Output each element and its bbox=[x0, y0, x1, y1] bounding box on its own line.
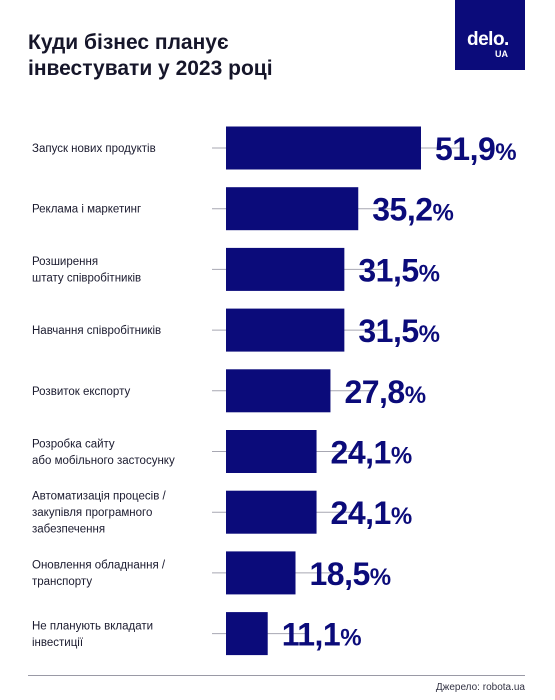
value-label: 51,9% bbox=[435, 131, 516, 167]
value-unit: % bbox=[391, 443, 412, 470]
category-label: Розвиток експорту bbox=[32, 386, 130, 398]
value-label: 27,8% bbox=[344, 374, 425, 410]
value-number: 24,1 bbox=[331, 435, 391, 471]
value-unit: % bbox=[370, 564, 391, 591]
value-number: 31,5 bbox=[358, 252, 418, 288]
category-label: Навчання співробітників bbox=[32, 325, 161, 337]
bar bbox=[226, 308, 345, 352]
category-label: Реклама і маркетинг bbox=[32, 204, 141, 216]
bar bbox=[226, 126, 421, 170]
category-label-line: або мобільного застосунку bbox=[32, 455, 175, 467]
value-label: 35,2% bbox=[372, 192, 453, 228]
value-unit: % bbox=[340, 625, 361, 652]
value-unit: % bbox=[391, 503, 412, 530]
category-label: Запуск нових продуктів bbox=[32, 143, 156, 155]
category-label-line: забезпечення bbox=[32, 524, 105, 536]
value-number: 35,2 bbox=[372, 192, 432, 228]
category-label-line: Не планують вкладати bbox=[32, 620, 153, 632]
category-label-line: закупівля програмного bbox=[32, 507, 152, 519]
value-unit: % bbox=[419, 260, 440, 287]
value-unit: % bbox=[433, 200, 454, 227]
category-label-line: Запуск нових продуктів bbox=[32, 143, 156, 155]
bar bbox=[226, 490, 317, 534]
chart-title: Куди бізнес планує інвестувати у 2023 ро… bbox=[28, 31, 273, 80]
value-unit: % bbox=[495, 139, 516, 166]
value-label: 18,5% bbox=[310, 556, 391, 592]
category-label-line: Розробка сайту bbox=[32, 438, 115, 450]
bar bbox=[226, 369, 331, 413]
bar bbox=[226, 612, 268, 656]
category-label: Розробка сайту або мобільного застосунку bbox=[32, 438, 175, 467]
value-label: 24,1% bbox=[331, 435, 412, 471]
value-label: 24,1% bbox=[331, 495, 412, 531]
category-label-line: транспорту bbox=[32, 576, 92, 588]
category-label-line: Навчання співробітників bbox=[32, 325, 161, 337]
category-label-line: штату співробітників bbox=[32, 273, 141, 285]
bar bbox=[226, 247, 345, 291]
value-label: 31,5% bbox=[358, 252, 439, 288]
value-number: 31,5 bbox=[358, 313, 418, 349]
bar bbox=[226, 430, 317, 473]
value-number: 27,8 bbox=[344, 374, 404, 410]
category-label-line: Реклама і маркетинг bbox=[32, 204, 141, 216]
category-label-line: Оновлення обладнання / bbox=[32, 560, 166, 572]
category-label-line: Розвиток експорту bbox=[32, 386, 130, 398]
footer-divider bbox=[28, 675, 525, 676]
category-label: Автоматизація процесів / закупівля програ… bbox=[32, 491, 167, 536]
value-unit: % bbox=[405, 382, 426, 409]
category-label: Оновлення обладнання / транспорту bbox=[32, 560, 166, 589]
value-number: 11,1 bbox=[282, 617, 341, 653]
value-unit: % bbox=[419, 321, 440, 348]
value-label: 11,1% bbox=[282, 617, 362, 653]
category-label-line: Розширення bbox=[32, 256, 98, 268]
bar bbox=[226, 187, 359, 231]
source-note: Джерело: robota.ua bbox=[435, 682, 525, 693]
logo-word: delo. bbox=[467, 29, 509, 50]
bar bbox=[226, 551, 296, 595]
logo-sub: UA bbox=[495, 49, 508, 59]
value-number: 18,5 bbox=[310, 556, 370, 592]
value-label: 31,5% bbox=[358, 313, 439, 349]
category-label-line: Автоматизація процесів / bbox=[32, 491, 167, 503]
category-label: Не планують вкладати інвестиції bbox=[32, 620, 153, 649]
value-number: 51,9 bbox=[435, 131, 495, 167]
value-number: 24,1 bbox=[331, 495, 391, 531]
category-label: Розширення штату співробітників bbox=[32, 256, 141, 285]
delo-ua-logo[interactable]: delo. UA bbox=[455, 0, 525, 70]
category-label-line: інвестиції bbox=[32, 637, 84, 649]
